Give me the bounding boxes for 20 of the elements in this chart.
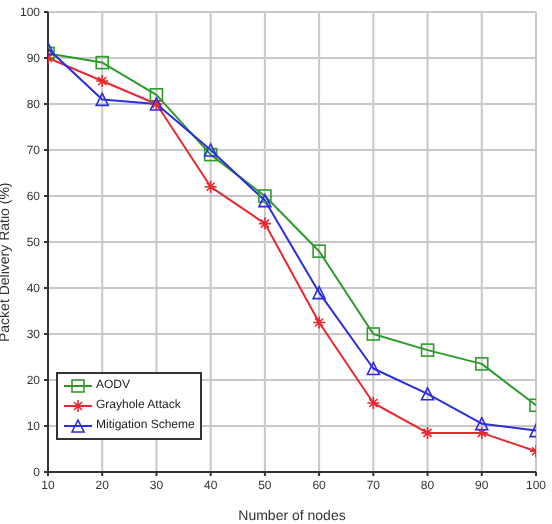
point (474, 357, 489, 371)
point (95, 74, 110, 88)
point (312, 315, 326, 330)
point (203, 143, 218, 157)
point (366, 327, 381, 341)
point (420, 387, 435, 401)
point (203, 147, 218, 162)
point (258, 216, 272, 231)
point (366, 361, 381, 376)
point (474, 416, 489, 431)
point (258, 193, 272, 208)
point (203, 180, 218, 194)
point (420, 343, 435, 357)
point (312, 244, 326, 258)
point (149, 88, 164, 102)
point (258, 189, 272, 203)
point (95, 55, 110, 70)
point (312, 285, 326, 300)
point (366, 396, 381, 410)
point (95, 92, 110, 107)
